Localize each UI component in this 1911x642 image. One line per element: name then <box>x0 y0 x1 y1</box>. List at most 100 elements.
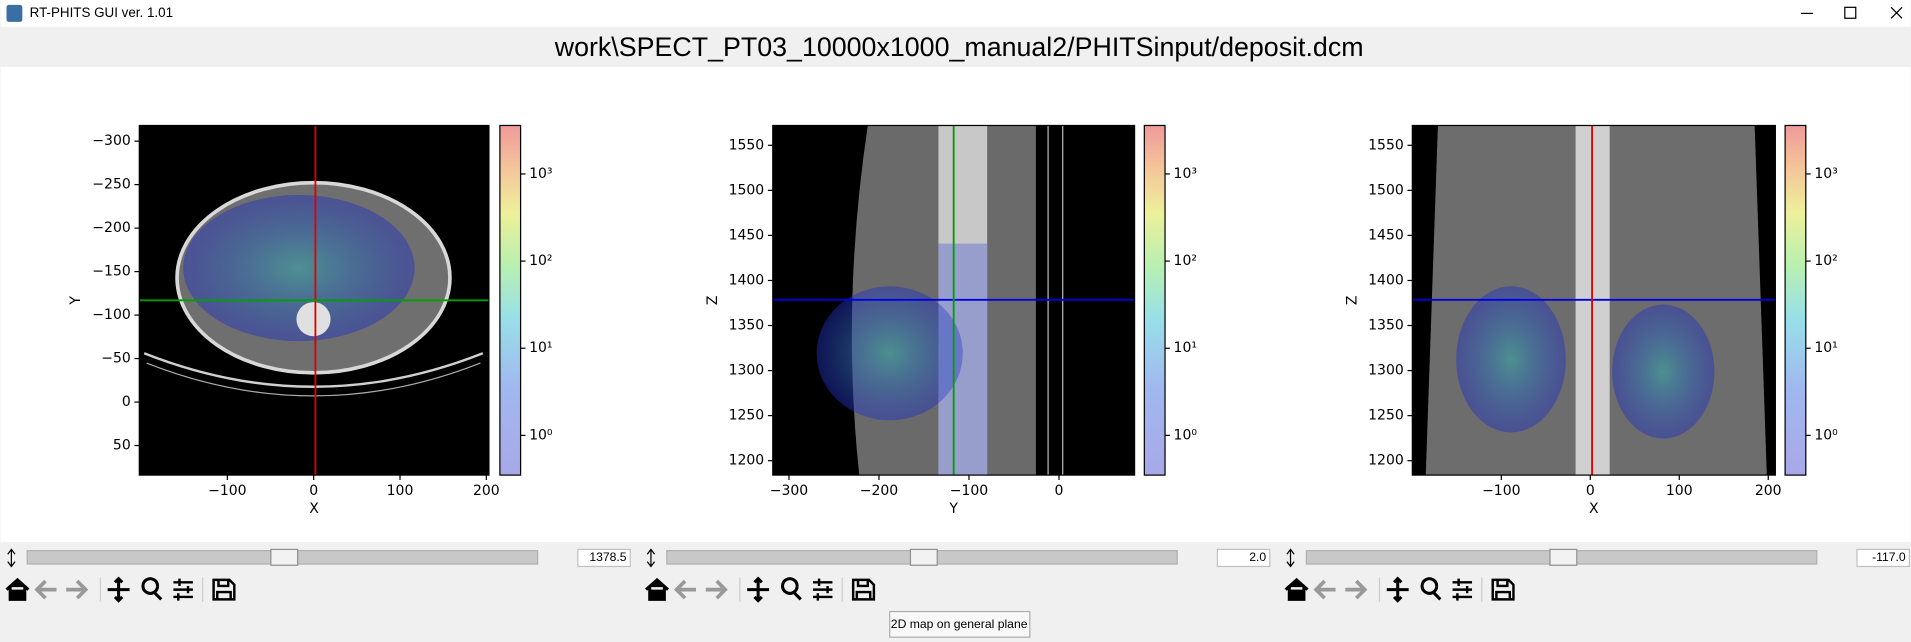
slice-value-box[interactable] <box>1216 548 1271 568</box>
y-tick-label: 1250 <box>729 408 765 424</box>
back-button[interactable] <box>34 579 57 600</box>
y-tick-label: 1550 <box>729 137 765 153</box>
y-tick-label: 1250 <box>1368 408 1404 424</box>
x-tick-label: −300 <box>770 483 808 499</box>
zoom-button[interactable] <box>1420 577 1442 601</box>
x-tick-label: −100 <box>1482 483 1520 499</box>
y-tick-label: 1500 <box>1368 182 1404 198</box>
slice-value-box[interactable] <box>1856 548 1910 568</box>
x-tick-label: 0 <box>1055 483 1064 499</box>
colorbar-tick-label: 10² <box>1814 253 1837 269</box>
app-icon <box>6 4 23 22</box>
y-tick-label: 1400 <box>729 272 765 288</box>
slice-value: 1378.5 <box>589 550 626 564</box>
y-tick-label: −300 <box>92 133 130 149</box>
y-tick-label: 1350 <box>1368 318 1404 334</box>
y-tick-label: 1500 <box>729 182 765 198</box>
slice-slider-thumb[interactable] <box>909 548 938 566</box>
y-tick-label: 50 <box>113 438 131 454</box>
forward-button[interactable] <box>1345 579 1368 600</box>
y-axis-label: Z <box>705 295 721 305</box>
pan-button[interactable] <box>107 576 130 603</box>
colorbar-tick-label: 10² <box>1174 253 1197 269</box>
x-tick-label: 0 <box>1586 483 1595 499</box>
y-tick-label: −250 <box>92 177 130 193</box>
y-tick-label: 0 <box>122 394 131 410</box>
x-tick-label: 200 <box>1755 483 1782 499</box>
x-axis-label: X <box>1589 501 1599 517</box>
close-button[interactable] <box>1890 6 1903 19</box>
y-tick-label: −100 <box>92 307 130 323</box>
slice-slider-thumb[interactable] <box>1549 548 1578 566</box>
x-tick-label: 100 <box>387 483 414 499</box>
zoom-button[interactable] <box>141 577 163 601</box>
title-bar <box>0 0 1911 27</box>
axes-frame <box>1411 124 1776 476</box>
x-tick-label: −200 <box>860 483 898 499</box>
colorbar-tick-label: 10³ <box>529 166 552 182</box>
colorbar <box>1784 124 1807 476</box>
colorbar-tick-label: 10¹ <box>1814 340 1837 356</box>
y-tick-label: −150 <box>92 264 130 280</box>
pan-button[interactable] <box>1386 576 1409 603</box>
slider-axis-icon <box>646 548 656 568</box>
colorbar-tick-label: 10⁰ <box>1814 427 1838 443</box>
y-tick-label: 1350 <box>729 318 765 334</box>
colorbar-tick-label: 10¹ <box>1174 340 1197 356</box>
slice-value: -117.0 <box>1872 550 1906 564</box>
slice-value: 2.0 <box>1249 550 1266 564</box>
x-tick-label: 200 <box>473 483 500 499</box>
forward-button[interactable] <box>66 579 89 600</box>
colorbar-tick-label: 10⁰ <box>529 427 553 443</box>
axes-frame <box>772 124 1136 476</box>
home-button[interactable] <box>5 577 30 601</box>
colorbar <box>1143 124 1166 476</box>
y-tick-label: 1300 <box>729 363 765 379</box>
y-tick-label: 1450 <box>729 227 765 243</box>
slice-slider-thumb[interactable] <box>270 548 299 566</box>
slice-value-box[interactable] <box>577 548 631 568</box>
x-tick-label: 0 <box>309 483 318 499</box>
home-button[interactable] <box>645 577 670 601</box>
file-path-title: work\SPECT_PT03_10000x1000_manual2/PHITS… <box>554 32 1364 62</box>
y-tick-label: 1300 <box>1368 363 1404 379</box>
slider-axis-icon <box>7 548 16 568</box>
back-button[interactable] <box>673 579 697 600</box>
x-axis-label: X <box>309 501 319 517</box>
save-button[interactable] <box>1491 578 1515 601</box>
x-tick-label: −100 <box>208 483 246 499</box>
colorbar-tick-label: 10³ <box>1174 166 1197 182</box>
colorbar-tick-label: 10¹ <box>529 340 552 356</box>
slider-axis-icon <box>1286 548 1295 568</box>
configure-button[interactable] <box>812 578 833 601</box>
zoom-button[interactable] <box>781 577 802 601</box>
configure-button[interactable] <box>173 578 193 601</box>
forward-button[interactable] <box>705 579 728 600</box>
y-tick-label: −50 <box>101 351 131 367</box>
x-tick-label: −100 <box>950 483 988 499</box>
general-plane-button-label: 2D map on general plane <box>891 617 1028 631</box>
y-tick-label: 1450 <box>1368 227 1404 243</box>
configure-button[interactable] <box>1452 578 1473 601</box>
home-button[interactable] <box>1284 577 1309 601</box>
y-tick-label: −200 <box>92 220 130 236</box>
back-button[interactable] <box>1313 579 1336 600</box>
save-button[interactable] <box>851 578 876 601</box>
colorbar <box>499 124 522 476</box>
y-tick-label: 1400 <box>1368 272 1404 288</box>
general-plane-button[interactable] <box>889 610 1031 638</box>
y-axis-label: Y <box>68 296 84 306</box>
y-tick-label: 1550 <box>1368 137 1404 153</box>
pan-button[interactable] <box>747 576 770 603</box>
x-tick-label: 100 <box>1666 483 1693 499</box>
y-axis-label: Z <box>1345 295 1361 305</box>
colorbar-tick-label: 10⁰ <box>1174 427 1198 443</box>
maximize-button[interactable] <box>1844 6 1857 19</box>
colorbar-tick-label: 10³ <box>1814 166 1837 182</box>
save-button[interactable] <box>212 578 236 601</box>
x-axis-label: Y <box>948 501 958 517</box>
colorbar-tick-label: 10² <box>529 253 552 269</box>
y-tick-label: 1200 <box>1368 453 1404 469</box>
y-tick-label: 1200 <box>729 453 765 469</box>
